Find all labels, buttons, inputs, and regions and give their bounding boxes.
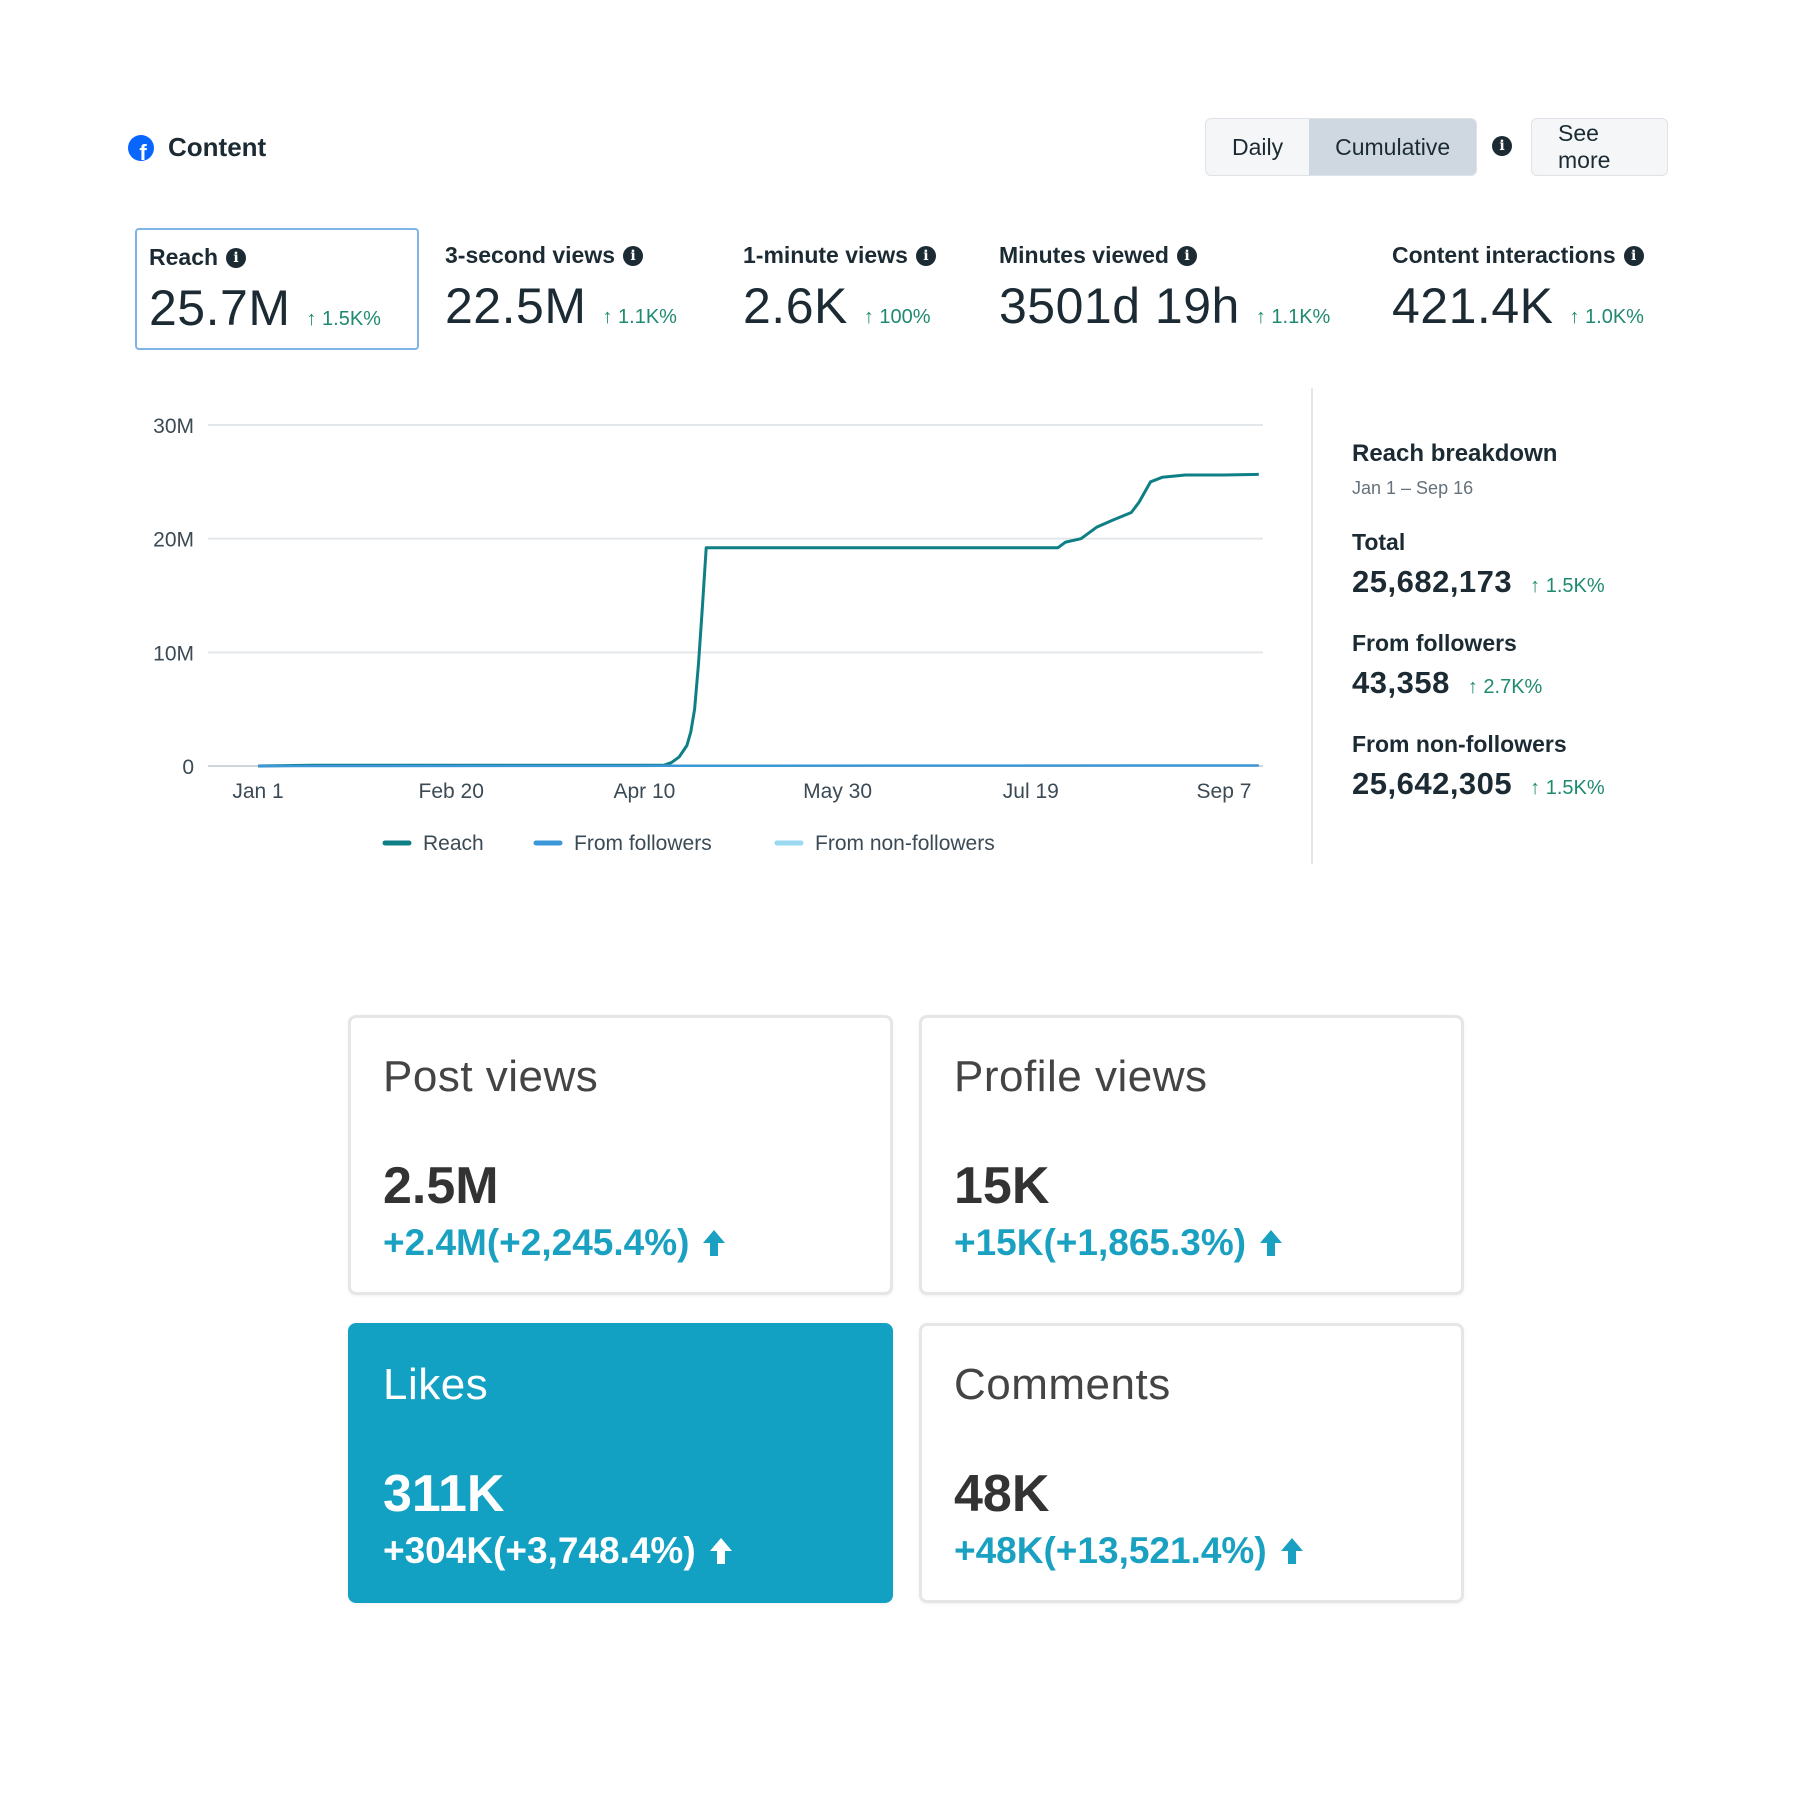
vertical-divider — [1311, 388, 1313, 864]
breakdown-label: From non-followers — [1352, 731, 1567, 757]
arrow-up-icon — [709, 1538, 732, 1564]
metric-change: ↑ 100% — [863, 306, 931, 328]
y-tick-label: 20M — [153, 529, 194, 552]
breakdown-date-range: Jan 1 – Sep 16 — [1352, 478, 1474, 498]
stat-card-likes: Likes 311K +304K(+3,748.4%) — [348, 1323, 893, 1603]
info-icon[interactable]: i — [226, 247, 247, 268]
card-title: Comments — [954, 1360, 1171, 1409]
breakdown-label: From followers — [1352, 630, 1517, 656]
arrow-up-icon — [1260, 1230, 1283, 1256]
stat-card-comments: Comments 48K +48K(+13,521.4%) — [919, 1323, 1464, 1603]
breakdown-value: 43,358 — [1352, 665, 1450, 700]
metric-label: Minutes viewed — [999, 242, 1169, 268]
arrow-up-icon — [703, 1230, 726, 1256]
metric-tab-content-interactions[interactable]: Content interactions i 421.4K ↑ 1.0K% — [1380, 228, 1680, 350]
metric-value: 2.6K — [743, 278, 848, 334]
stat-card-profile-views: Profile views 15K +15K(+1,865.3%) — [919, 1015, 1464, 1295]
series-line-reach — [257, 472, 1259, 768]
card-change: +48K(+13,521.4%) — [954, 1530, 1267, 1571]
breakdown-item-total: Total 25,682,173 ↑ 1.5K% — [1352, 529, 1682, 600]
toggle-daily-button[interactable]: Daily — [1232, 133, 1284, 160]
x-tick-label: Jul 19 — [1003, 780, 1059, 803]
info-icon[interactable]: i — [623, 245, 644, 266]
metric-label: Reach — [149, 244, 219, 270]
metric-tab-minutes-viewed[interactable]: Minutes viewed i 3501d 19h ↑ 1.1K% — [987, 228, 1367, 350]
content-header: f Content Daily Cumulative i See more — [128, 116, 1668, 176]
card-value: 311K — [383, 1465, 505, 1523]
metric-tab-reach[interactable]: Reach i 25.7M ↑ 1.5K% — [135, 228, 419, 350]
metric-value: 421.4K — [1392, 278, 1554, 334]
reach-breakdown-panel: Reach breakdown Jan 1 – Sep 16 Total 25,… — [1352, 440, 1682, 802]
metric-value: 3501d 19h — [999, 278, 1240, 334]
page-title: Content — [168, 132, 267, 162]
breakdown-label: Total — [1352, 529, 1406, 555]
card-change: +304K(+3,748.4%) — [383, 1530, 696, 1571]
toggle-cumulative-button[interactable]: Cumulative — [1309, 119, 1477, 175]
y-tick-label: 30M — [153, 415, 194, 438]
metric-tab-3-second-views[interactable]: 3-second views i 22.5M ↑ 1.1K% — [433, 228, 723, 350]
y-tick-label: 0 — [182, 756, 194, 779]
legend-label: Reach — [423, 832, 484, 855]
see-more-button[interactable]: See more — [1531, 118, 1668, 176]
breakdown-change: ↑ 1.5K% — [1530, 575, 1605, 597]
card-change: +15K(+1,865.3%) — [954, 1222, 1247, 1263]
card-title: Post views — [383, 1052, 599, 1101]
brand: f Content — [128, 132, 266, 163]
card-value: 2.5M — [383, 1157, 499, 1215]
info-icon[interactable]: i — [1492, 136, 1512, 156]
x-tick-label: Sep 7 — [1197, 780, 1252, 803]
card-title: Likes — [383, 1360, 489, 1409]
breakdown-change: ↑ 2.7K% — [1467, 676, 1543, 698]
legend-label: From non-followers — [815, 832, 995, 855]
x-tick-label: Jan 1 — [232, 780, 283, 803]
breakdown-value: 25,642,305 — [1352, 766, 1513, 801]
card-title: Profile views — [954, 1052, 1208, 1101]
breakdown-change: ↑ 1.5K% — [1530, 777, 1605, 799]
view-toggle: Daily Cumulative — [1205, 118, 1478, 176]
breakdown-item-from-non-followers: From non-followers 25,642,305 ↑ 1.5K% — [1352, 731, 1682, 802]
metric-value: 25.7M — [149, 280, 291, 336]
stat-card-post-views: Post views 2.5M +2.4M(+2,245.4%) — [348, 1015, 893, 1295]
metric-label: 1-minute views — [743, 242, 908, 268]
series-line-from-followers — [257, 764, 1259, 768]
info-icon[interactable]: i — [1623, 245, 1644, 266]
reach-line-chart: 0 10M 20M 30M Jan 1 Feb 20 Apr 10 May 30 Jul 19 S… — [153, 415, 1263, 855]
card-value: 48K — [954, 1465, 1050, 1523]
facebook-icon: f — [128, 134, 154, 161]
metric-change: ↑ 1.5K% — [306, 308, 381, 330]
metric-value: 22.5M — [445, 278, 587, 334]
metric-tab-1-minute-views[interactable]: 1-minute views i 2.6K ↑ 100% — [731, 228, 991, 350]
metric-label: Content interactions — [1392, 242, 1616, 268]
metric-change: ↑ 1.0K% — [1569, 306, 1644, 328]
x-tick-label: Feb 20 — [419, 780, 484, 803]
info-icon[interactable]: i — [915, 245, 936, 266]
card-change: +2.4M(+2,245.4%) — [383, 1222, 690, 1263]
arrow-up-icon — [1280, 1538, 1303, 1564]
legend-label: From followers — [574, 832, 712, 855]
x-tick-label: May 30 — [803, 780, 872, 803]
card-value: 15K — [954, 1157, 1050, 1215]
metric-change: ↑ 1.1K% — [602, 306, 677, 328]
breakdown-title: Reach breakdown — [1352, 440, 1558, 467]
breakdown-value: 25,682,173 — [1352, 564, 1513, 599]
metric-change: ↑ 1.1K% — [1255, 306, 1331, 328]
metric-label: 3-second views — [445, 242, 616, 268]
y-tick-label: 10M — [153, 642, 194, 665]
info-icon[interactable]: i — [1176, 245, 1197, 266]
breakdown-item-from-followers: From followers 43,358 ↑ 2.7K% — [1352, 630, 1682, 701]
x-tick-label: Apr 10 — [613, 780, 675, 803]
